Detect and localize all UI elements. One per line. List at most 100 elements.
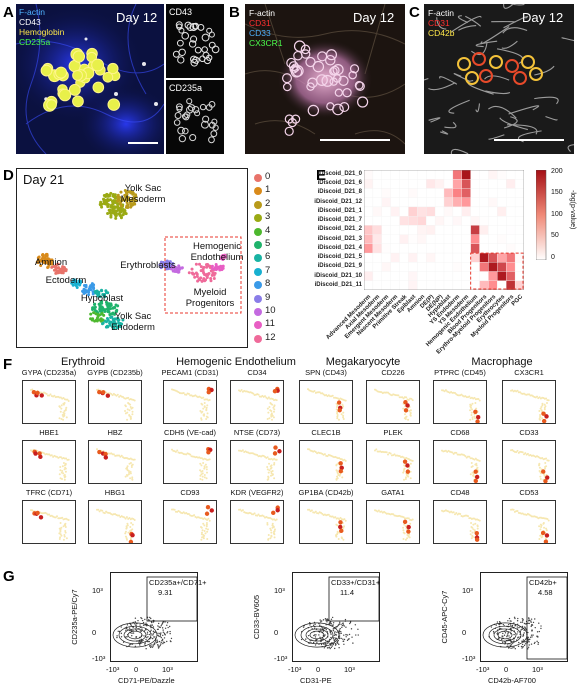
feature-cell — [335, 535, 338, 538]
flow-event — [314, 636, 317, 638]
feature-cell — [545, 527, 548, 530]
umap-legend-dot — [254, 267, 262, 276]
heatmap-cell — [514, 197, 524, 208]
feature-cell — [63, 535, 66, 538]
feature-cell — [271, 474, 274, 476]
flow-event — [329, 647, 331, 650]
feature-cell — [257, 513, 260, 516]
cd235a-cell — [210, 130, 218, 138]
feature-cell — [124, 517, 127, 520]
legend-c-factin: F-actin — [428, 8, 454, 18]
heatmap-cell — [488, 179, 498, 189]
feature-cell — [63, 410, 66, 412]
feature-cell — [512, 508, 515, 511]
umap-cell — [97, 294, 101, 298]
feature-cell — [476, 527, 479, 530]
heatmap-cell — [399, 206, 409, 217]
feature-cell — [545, 402, 548, 404]
feature-hot-cell — [474, 474, 480, 480]
feature-cell — [59, 456, 62, 459]
flow-gate-percent: 11.4 — [340, 588, 355, 597]
actin-fiber — [508, 105, 540, 115]
umap-legend-label: 6 — [265, 251, 271, 263]
feature-cell — [389, 452, 392, 455]
heatmap-cell — [452, 262, 462, 272]
flow-event — [125, 629, 127, 631]
flow-event — [132, 629, 134, 632]
flow-event — [528, 641, 530, 643]
cluster-cell — [317, 51, 328, 62]
flow-event — [516, 620, 519, 622]
flow-event — [345, 633, 347, 636]
feature-cell — [129, 538, 132, 540]
flow-event — [326, 642, 328, 645]
feature-cell — [206, 416, 209, 419]
heatmap-cell — [461, 188, 471, 198]
feature-cell — [203, 474, 206, 476]
feature-cell — [544, 466, 547, 468]
feature-cell — [66, 398, 69, 401]
flow-event — [312, 641, 315, 644]
heatmap-cell — [381, 197, 391, 208]
flow-event — [148, 633, 150, 636]
feature-cell — [470, 414, 473, 416]
flow-event — [150, 626, 152, 629]
feature-cell — [542, 522, 545, 525]
heatmap-cell — [443, 243, 454, 254]
umap-cell — [45, 253, 49, 257]
umap-cell — [106, 308, 110, 312]
cluster-cell — [306, 82, 315, 91]
day-label-a: Day 12 — [116, 10, 158, 25]
heatmap-cell — [426, 179, 436, 189]
feature-cell — [336, 470, 339, 472]
feature-cell — [318, 391, 321, 394]
flow-event — [147, 636, 149, 638]
umap-legend-dot — [254, 214, 262, 223]
flow-event — [357, 634, 359, 636]
feature-cell — [336, 414, 339, 416]
feature-cell — [342, 538, 345, 541]
feature-cell — [321, 512, 324, 515]
flow-event — [166, 622, 169, 624]
actin-fiber — [475, 103, 481, 113]
heatmap-cell — [443, 252, 454, 263]
flow-event — [524, 643, 527, 645]
flow-event — [152, 630, 155, 633]
umap-cell — [95, 316, 99, 320]
feature-hot-cell — [406, 524, 411, 530]
heatmap-cell — [390, 280, 400, 290]
feature-cell — [101, 509, 104, 512]
feature-hot-cell — [402, 459, 408, 464]
feature-cell — [199, 469, 202, 472]
cd235a-cell — [177, 126, 185, 135]
flow-event — [324, 634, 326, 636]
flow-event — [502, 632, 504, 635]
heatmap-cell — [488, 197, 498, 208]
feature-cell — [67, 458, 70, 461]
flow-event — [134, 617, 137, 619]
feature-hot-cell — [338, 461, 343, 466]
heatmap-cell — [399, 216, 409, 226]
feature-cell — [266, 522, 269, 524]
heatmap-cell — [434, 170, 445, 180]
flow-event — [338, 629, 341, 631]
feature-cell — [269, 465, 272, 468]
heatmap-cell — [488, 243, 498, 254]
inset-cd235a-texture — [166, 80, 224, 154]
feature-cell — [252, 392, 255, 395]
feature-cell — [380, 510, 383, 513]
heatmap-cell — [461, 262, 471, 272]
heatmap-cell — [479, 170, 489, 180]
feature-cell — [200, 533, 203, 536]
feature-cell — [409, 477, 412, 480]
cd235a-cell — [182, 127, 189, 135]
feature-cell — [203, 406, 206, 408]
flow-event — [525, 622, 527, 625]
umap-cell — [113, 195, 117, 199]
flow-contour — [493, 628, 517, 642]
umap-legend-dot — [254, 321, 262, 330]
heatmap-cell — [408, 262, 418, 272]
flow-event — [540, 625, 542, 627]
cd43-cell — [188, 40, 197, 48]
heatmap-cell — [434, 243, 445, 254]
